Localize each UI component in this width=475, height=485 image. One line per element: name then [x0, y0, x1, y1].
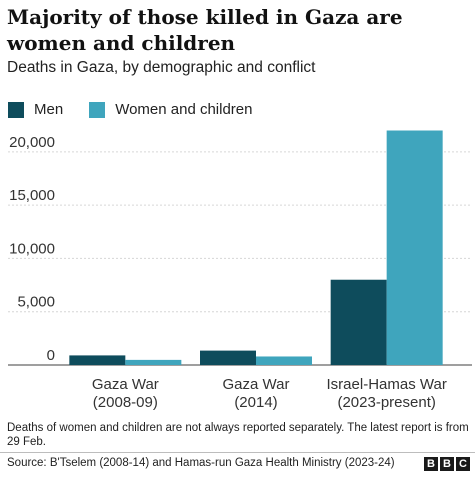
y-tick-label: 20,000: [9, 134, 55, 151]
bbc-logo: B B C: [424, 457, 470, 471]
bbc-logo-letter: B: [440, 457, 454, 471]
bar-women-children: [125, 359, 182, 365]
bar-women-children: [256, 356, 312, 365]
x-tick-label: Gaza War: [92, 376, 159, 393]
source-note: Source: B'Tselem (2008-14) and Hamas-run…: [7, 457, 395, 469]
bar-men: [330, 279, 387, 365]
legend-item-women-children: Women and children: [89, 101, 253, 118]
x-tick-label: (2008-09): [93, 394, 158, 411]
x-tick-label: (2014): [234, 394, 277, 411]
y-tick-label: 10,000: [9, 240, 55, 257]
x-tick-label: (2023-present): [337, 394, 435, 411]
x-tick-label: Israel-Hamas War: [327, 376, 447, 393]
bbc-logo-letter: C: [456, 457, 470, 471]
y-tick-label: 0: [47, 347, 55, 364]
y-tick-label: 5,000: [17, 294, 55, 311]
chart-title: Majority of those killed in Gaza are wom…: [7, 5, 403, 55]
bbc-logo-letter: B: [424, 457, 438, 471]
legend: Men Women and children: [8, 101, 279, 118]
legend-label-women-children: Women and children: [115, 101, 253, 118]
footnote: Deaths of women and children are not alw…: [7, 422, 469, 448]
legend-item-men: Men: [8, 101, 63, 118]
x-tick-label: Gaza War: [223, 376, 290, 393]
bar-men: [69, 355, 126, 365]
chart-subtitle: Deaths in Gaza, by demographic and confl…: [7, 59, 316, 76]
legend-swatch-men: [8, 101, 24, 118]
divider: [0, 452, 475, 453]
y-tick-label: 15,000: [9, 187, 55, 204]
legend-label-men: Men: [34, 101, 64, 118]
legend-swatch-women-children: [89, 101, 106, 118]
bar-men: [200, 350, 256, 365]
bar-women-children: [386, 130, 443, 365]
